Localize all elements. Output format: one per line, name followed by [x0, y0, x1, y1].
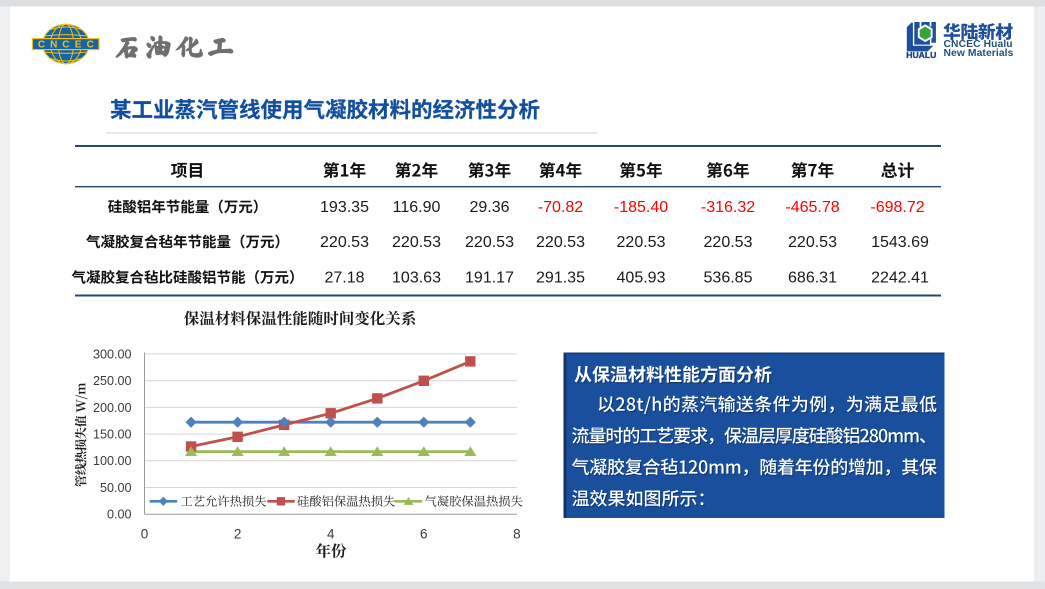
svg-text:1543.69: 1543.69: [871, 234, 929, 251]
svg-text:C: C: [62, 40, 69, 51]
svg-text:100.00: 100.00: [93, 454, 132, 468]
svg-text:191.17: 191.17: [465, 270, 514, 287]
svg-text:-70.82: -70.82: [538, 199, 583, 216]
svg-text:116.90: 116.90: [393, 199, 441, 216]
svg-text:0: 0: [141, 527, 149, 542]
svg-text:300.00: 300.00: [93, 347, 132, 361]
svg-text:CNCEC Hualu: CNCEC Hualu: [944, 39, 1013, 50]
svg-text:220.53: 220.53: [704, 234, 753, 251]
svg-text:220.53: 220.53: [392, 234, 441, 251]
svg-text:220.53: 220.53: [617, 234, 666, 251]
svg-text:E: E: [75, 40, 82, 51]
svg-text:0.00: 0.00: [107, 508, 132, 522]
svg-text:220.53: 220.53: [320, 234, 369, 251]
svg-text:220.53: 220.53: [465, 234, 514, 251]
svg-text:27.18: 27.18: [324, 270, 364, 287]
svg-text:220.53: 220.53: [788, 234, 837, 251]
svg-text:193.35: 193.35: [320, 199, 369, 216]
svg-text:2242.41: 2242.41: [871, 270, 929, 287]
svg-text:HUALU: HUALU: [906, 50, 936, 60]
svg-text:-185.40: -185.40: [614, 199, 668, 216]
svg-text:686.31: 686.31: [788, 270, 837, 287]
svg-text:29.36: 29.36: [469, 199, 509, 216]
svg-text:50.00: 50.00: [100, 481, 132, 495]
svg-text:8: 8: [513, 527, 521, 542]
svg-text:-316.32: -316.32: [701, 199, 755, 216]
svg-text:4: 4: [327, 527, 335, 542]
svg-text:New Materials: New Materials: [944, 48, 1014, 59]
svg-text:C: C: [87, 40, 94, 51]
svg-text:N: N: [50, 40, 57, 51]
svg-text:150.00: 150.00: [93, 428, 132, 442]
svg-text:C: C: [38, 40, 45, 51]
svg-text:-465.78: -465.78: [785, 199, 839, 216]
svg-text:250.00: 250.00: [93, 374, 132, 388]
svg-text:405.93: 405.93: [617, 270, 666, 287]
svg-text:6: 6: [420, 527, 428, 542]
svg-text:291.35: 291.35: [536, 270, 585, 287]
svg-text:220.53: 220.53: [536, 234, 585, 251]
svg-text:200.00: 200.00: [93, 401, 132, 415]
svg-text:2: 2: [234, 527, 242, 542]
svg-text:-698.72: -698.72: [870, 199, 924, 216]
svg-text:536.85: 536.85: [704, 270, 753, 287]
svg-text:103.63: 103.63: [392, 270, 441, 287]
